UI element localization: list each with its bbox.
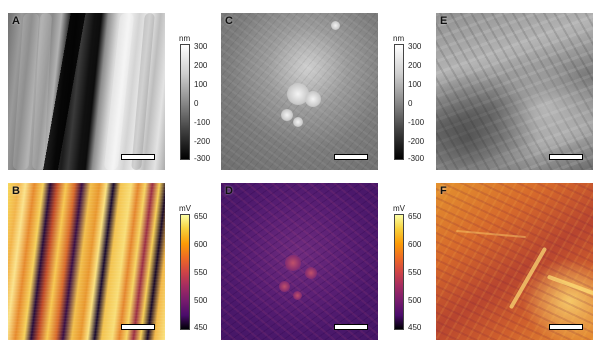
panel-c-label: C xyxy=(225,15,233,27)
height-colorbar-tick: -300 xyxy=(194,154,211,163)
height-colorbar-tick: 100 xyxy=(408,80,422,89)
panel-b-potential-image: B xyxy=(8,183,165,340)
scale-bar xyxy=(121,154,155,160)
panel-f-potential-image: F xyxy=(436,183,593,340)
panel-b-label: B xyxy=(12,185,20,197)
panel-c-height-image: C xyxy=(221,13,378,170)
potential-colorbar-tick: 650 xyxy=(408,212,422,221)
height-colorbar-tick: -100 xyxy=(408,118,425,127)
potential-colorbar-tick: 500 xyxy=(194,296,208,305)
potential-colorbar-unit: mV xyxy=(179,204,191,213)
potential-colorbar-tick: 600 xyxy=(194,240,208,249)
potential-colorbar-tick: 550 xyxy=(194,268,208,277)
panel-e-height-image: E xyxy=(436,13,593,170)
panel-d-potential-image: D xyxy=(221,183,378,340)
height-colorbar-tick: -200 xyxy=(194,137,211,146)
height-colorbar-tick: 0 xyxy=(408,99,413,108)
potential-colorbar-tick: 600 xyxy=(408,240,422,249)
height-colorbar-tick: -300 xyxy=(408,154,425,163)
potential-colorbar-tick: 500 xyxy=(408,296,422,305)
height-colorbar-unit: nm xyxy=(179,34,191,43)
height-colorbar xyxy=(394,44,404,160)
height-colorbar-tick: 300 xyxy=(194,42,208,51)
potential-colorbar xyxy=(394,214,404,330)
panel-a-label: A xyxy=(12,15,20,27)
height-colorbar-unit: nm xyxy=(393,34,405,43)
potential-colorbar-tick: 450 xyxy=(194,323,208,332)
height-colorbar-tick: 200 xyxy=(194,61,208,70)
potential-colorbar-tick: 650 xyxy=(194,212,208,221)
height-colorbar-tick: 300 xyxy=(408,42,422,51)
panel-d-label: D xyxy=(225,185,233,197)
panel-e-label: E xyxy=(440,15,448,27)
potential-colorbar xyxy=(180,214,190,330)
scale-bar xyxy=(549,154,583,160)
potential-colorbar-tick: 550 xyxy=(408,268,422,277)
potential-colorbar-unit: mV xyxy=(393,204,405,213)
panel-a-height-image: A xyxy=(8,13,165,170)
panel-f-label: F xyxy=(440,185,447,197)
height-colorbar-tick: 100 xyxy=(194,80,208,89)
height-colorbar-tick: -100 xyxy=(194,118,211,127)
scale-bar xyxy=(121,324,155,330)
scale-bar xyxy=(334,324,368,330)
scale-bar xyxy=(549,324,583,330)
height-colorbar xyxy=(180,44,190,160)
potential-colorbar-tick: 450 xyxy=(408,323,422,332)
height-colorbar-tick: 200 xyxy=(408,61,422,70)
height-colorbar-tick: -200 xyxy=(408,137,425,146)
scale-bar xyxy=(334,154,368,160)
height-colorbar-tick: 0 xyxy=(194,99,199,108)
